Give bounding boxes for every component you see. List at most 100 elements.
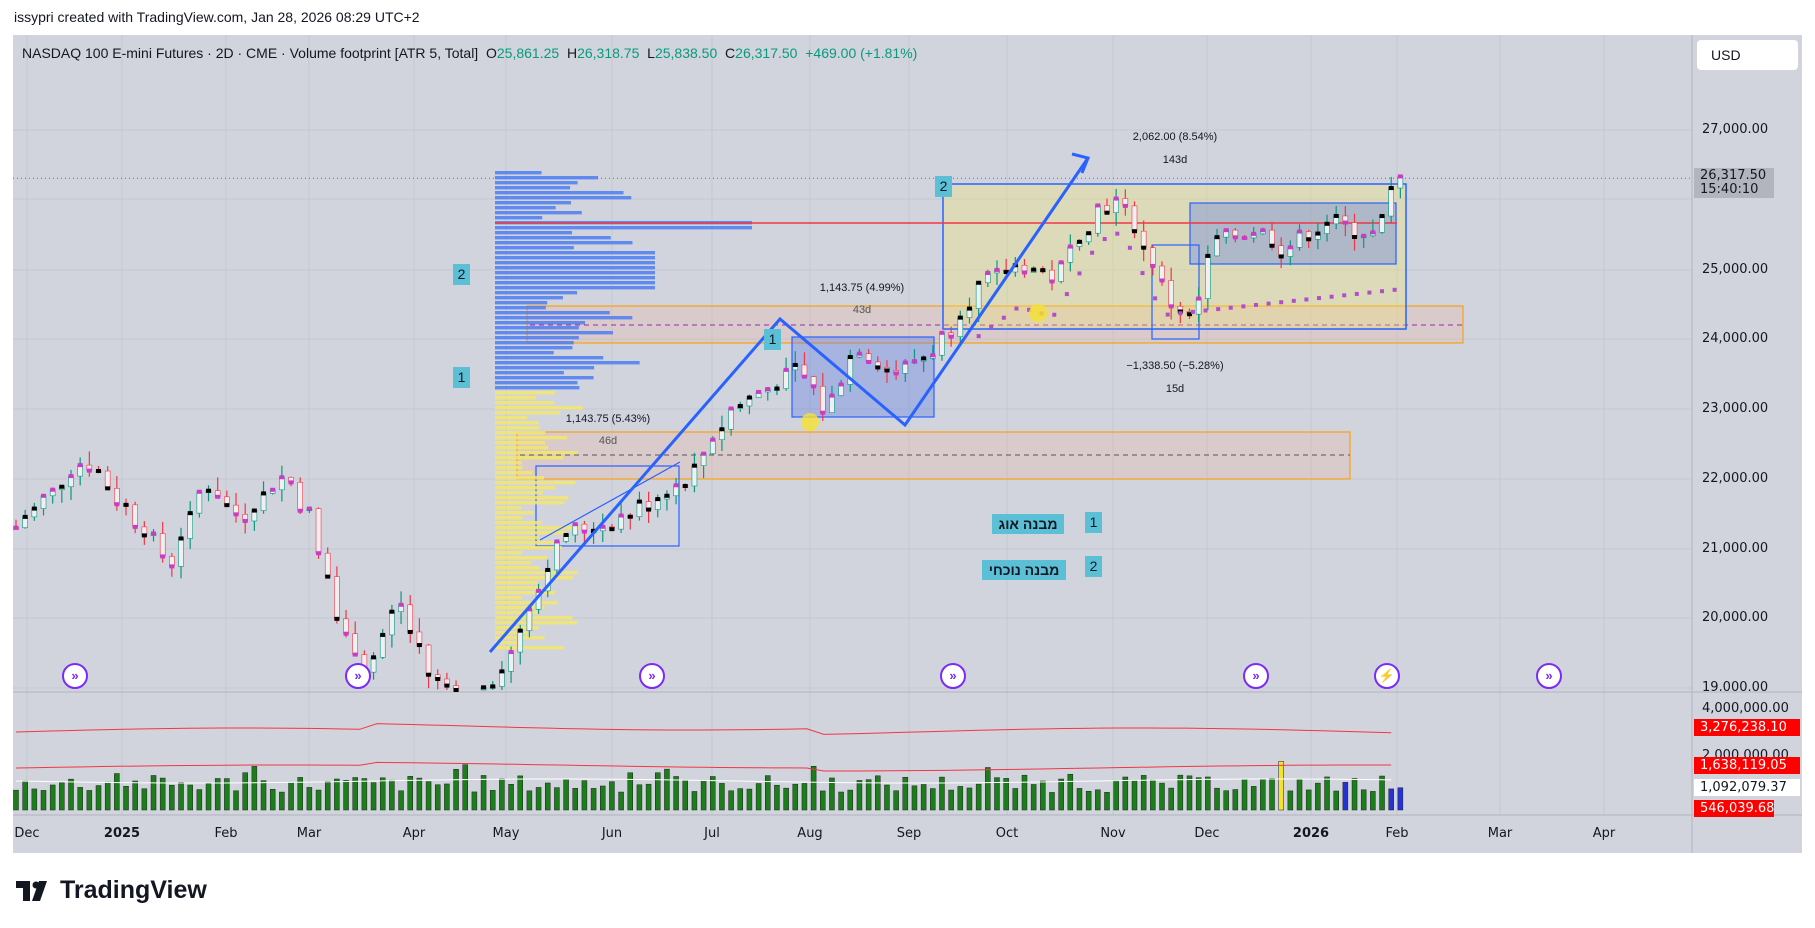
volume-bar xyxy=(169,784,175,811)
volume-bar xyxy=(462,764,468,811)
vwap-marker xyxy=(1228,305,1233,310)
candle-body xyxy=(114,488,120,505)
poc-marker xyxy=(682,483,688,488)
volume-profile-bar xyxy=(495,411,560,415)
volume-bar xyxy=(737,788,744,811)
candle-body xyxy=(1388,187,1394,217)
volume-bar xyxy=(1305,789,1312,811)
volume-profile-bar xyxy=(495,466,523,470)
candle-body xyxy=(315,508,322,554)
high-label: H xyxy=(566,45,578,61)
volume-bar xyxy=(352,777,358,811)
poc-marker xyxy=(196,489,202,494)
volume-bar xyxy=(939,776,945,811)
poc-marker xyxy=(279,475,285,480)
poc-marker xyxy=(1168,304,1174,309)
volume-profile-bar xyxy=(495,346,573,350)
volume-bar xyxy=(554,787,560,811)
poc-marker xyxy=(1269,243,1275,248)
volume-bar xyxy=(682,779,689,811)
poc-marker xyxy=(673,483,679,488)
volume-bar xyxy=(572,788,578,811)
volume-profile-bar xyxy=(495,641,522,645)
volume-profile-bar xyxy=(495,521,542,525)
poc-marker xyxy=(847,355,853,360)
volume-bar xyxy=(966,787,973,811)
volume-bar xyxy=(205,783,212,811)
vwap-marker xyxy=(1392,287,1397,292)
poc-marker xyxy=(297,508,303,513)
poc-marker xyxy=(820,410,826,415)
volume-profile-bar xyxy=(495,486,556,490)
currency-button[interactable]: USD xyxy=(1697,40,1798,70)
poc-marker xyxy=(563,533,569,538)
volume-bar xyxy=(719,783,725,811)
volume-profile-bar xyxy=(495,311,610,315)
poc-marker xyxy=(1076,239,1082,244)
volume-profile-bar xyxy=(495,431,546,435)
poc-marker xyxy=(86,468,92,473)
volume-profile-bar xyxy=(495,366,595,370)
tradingview-logo[interactable]: TradingView xyxy=(16,876,207,905)
volume-bar xyxy=(398,790,404,811)
volume-bar xyxy=(233,790,239,811)
volume-profile-bar xyxy=(495,326,579,330)
poc-marker xyxy=(1352,235,1358,240)
poc-marker xyxy=(1287,245,1293,250)
volume-bar xyxy=(1122,776,1129,811)
lightning-event-icon[interactable]: ⚡ xyxy=(1374,663,1400,689)
poc-marker xyxy=(380,632,386,637)
dividend-event-icon[interactable]: » xyxy=(940,663,966,689)
poc-marker xyxy=(77,463,83,468)
volume-profile-bar xyxy=(495,601,558,605)
dividend-event-icon[interactable]: » xyxy=(1536,663,1562,689)
dividend-event-icon[interactable]: » xyxy=(639,663,665,689)
poc-marker xyxy=(1131,229,1137,234)
candle-body xyxy=(1131,205,1138,232)
candle-body xyxy=(975,282,982,309)
volume-bar xyxy=(517,775,523,811)
volume-profile-bar xyxy=(495,461,523,465)
volume-profile-bar xyxy=(495,496,569,500)
dividend-event-icon[interactable]: » xyxy=(62,663,88,689)
volume-bar xyxy=(269,789,276,811)
candle-body xyxy=(709,439,716,455)
poc-marker xyxy=(737,404,743,409)
poc-marker xyxy=(1104,210,1110,215)
time-tick: Feb xyxy=(1385,826,1409,841)
symbol-title[interactable]: NASDAQ 100 E-mini Futures · 2D · CME · V… xyxy=(22,45,479,61)
poc-marker xyxy=(985,270,991,275)
time-tick: Apr xyxy=(1592,826,1616,841)
vwap-marker xyxy=(976,334,981,339)
volume-bar xyxy=(783,787,789,811)
measure-value: 1,143.75 (4.99%) xyxy=(819,282,905,294)
vwap-marker xyxy=(1291,298,1296,303)
poc-marker xyxy=(453,688,459,692)
volume-bar xyxy=(1388,788,1394,811)
poc-marker xyxy=(224,503,230,508)
volume-bar xyxy=(535,787,542,811)
volume-bar xyxy=(655,772,661,811)
candle-body xyxy=(957,317,964,337)
volume-profile-bar xyxy=(495,646,565,650)
poc-marker xyxy=(581,529,587,534)
price-tick: 24,000.00 xyxy=(1702,331,1769,346)
candle-body xyxy=(618,515,624,530)
volume-bar xyxy=(49,784,56,811)
poc-marker xyxy=(352,652,358,657)
vwap-marker xyxy=(1253,302,1258,307)
volume-profile-bar xyxy=(495,456,564,460)
volume-bar xyxy=(196,789,203,811)
vwap-marker xyxy=(1064,292,1069,297)
volume-profile-bar xyxy=(495,426,540,430)
volume-bar xyxy=(159,777,166,811)
volume-bar xyxy=(40,790,47,811)
dividend-event-icon[interactable]: » xyxy=(1243,663,1269,689)
vwap-marker xyxy=(1241,304,1246,309)
volume-profile-bar xyxy=(495,251,655,255)
poc-marker xyxy=(600,524,606,529)
poc-marker xyxy=(1361,233,1367,238)
poc-marker xyxy=(251,508,257,513)
dividend-event-icon[interactable]: » xyxy=(345,663,371,689)
